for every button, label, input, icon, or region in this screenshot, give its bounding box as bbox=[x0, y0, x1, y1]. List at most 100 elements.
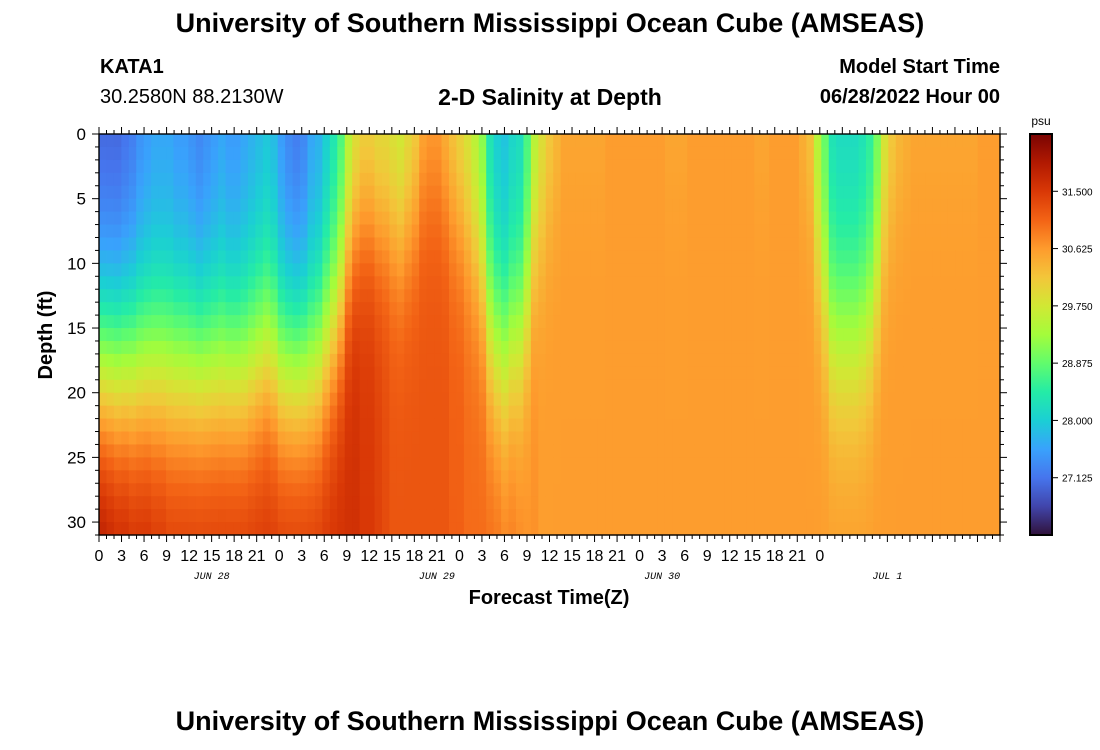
heatmap-cell bbox=[225, 172, 234, 187]
heatmap-cell bbox=[322, 172, 331, 187]
heatmap-cell bbox=[627, 263, 636, 277]
heatmap-cell bbox=[992, 328, 1001, 342]
heatmap-cell bbox=[151, 496, 160, 510]
heatmap-cell bbox=[389, 224, 398, 239]
heatmap-cell bbox=[426, 211, 435, 226]
heatmap-cell bbox=[329, 328, 338, 342]
heatmap-cell bbox=[620, 483, 629, 497]
heatmap-cell bbox=[679, 315, 688, 329]
heatmap-cell bbox=[381, 328, 391, 342]
heatmap-cell bbox=[486, 483, 495, 497]
heatmap-cell bbox=[173, 211, 182, 226]
heatmap-cell bbox=[694, 211, 703, 226]
heatmap-cell bbox=[203, 353, 212, 368]
heatmap-cell bbox=[158, 172, 167, 187]
heatmap-cell bbox=[791, 431, 800, 446]
heatmap-cell bbox=[367, 392, 376, 407]
heatmap-cell bbox=[307, 185, 316, 200]
heatmap-cell bbox=[828, 509, 837, 523]
heatmap-cell bbox=[396, 211, 405, 226]
heatmap-cell bbox=[195, 470, 204, 484]
heatmap-cell bbox=[300, 470, 309, 484]
heatmap-cell bbox=[166, 496, 175, 510]
heatmap-cell bbox=[932, 263, 942, 277]
heatmap-cell bbox=[806, 483, 815, 497]
heatmap-cell bbox=[180, 522, 189, 536]
heatmap-cell bbox=[560, 509, 569, 523]
heatmap-cell bbox=[486, 276, 495, 290]
heatmap-cell bbox=[702, 276, 711, 290]
heatmap-cell bbox=[724, 496, 733, 510]
heatmap-cell bbox=[583, 353, 592, 368]
heatmap-cell bbox=[784, 457, 793, 471]
heatmap-cell bbox=[821, 340, 830, 355]
heatmap-cell bbox=[791, 185, 800, 200]
heatmap-cell bbox=[590, 379, 599, 394]
heatmap-cell bbox=[798, 185, 807, 200]
heatmap-cell bbox=[858, 483, 867, 497]
heatmap-cell bbox=[233, 405, 242, 420]
heatmap-cell bbox=[880, 315, 889, 329]
heatmap-cell bbox=[180, 159, 189, 174]
heatmap-cell bbox=[486, 509, 495, 523]
heatmap-cell bbox=[903, 496, 912, 510]
heatmap-cell bbox=[977, 418, 986, 433]
heatmap-cell bbox=[106, 470, 115, 484]
heatmap-cell bbox=[635, 134, 644, 148]
heatmap-cell bbox=[329, 444, 338, 458]
heatmap-cell bbox=[687, 263, 696, 277]
heatmap-cell bbox=[456, 211, 465, 226]
heatmap-cell bbox=[836, 522, 845, 536]
heatmap-cell bbox=[255, 509, 264, 523]
heatmap-cell bbox=[277, 483, 286, 497]
heatmap-cell bbox=[501, 340, 510, 355]
heatmap-cell bbox=[486, 496, 495, 510]
heatmap-cell bbox=[448, 315, 458, 329]
heatmap-cell bbox=[404, 444, 413, 458]
heatmap-cell bbox=[858, 444, 867, 458]
heatmap-cell bbox=[575, 353, 584, 368]
heatmap-cell bbox=[374, 457, 383, 471]
heatmap-cell bbox=[300, 328, 309, 342]
heatmap-cell bbox=[851, 185, 860, 200]
heatmap-cell bbox=[218, 276, 227, 290]
heatmap-cell bbox=[553, 444, 562, 458]
heatmap-cell bbox=[166, 289, 175, 303]
heatmap-cell bbox=[471, 353, 480, 368]
heatmap-cell bbox=[657, 392, 666, 407]
heatmap-cell bbox=[918, 522, 927, 536]
heatmap-cell bbox=[277, 302, 286, 316]
heatmap-cell bbox=[664, 250, 673, 264]
heatmap-cell bbox=[538, 457, 547, 471]
heatmap-cell bbox=[873, 198, 882, 213]
heatmap-cell bbox=[754, 457, 763, 471]
heatmap-cell bbox=[419, 224, 428, 239]
heatmap-cell bbox=[233, 276, 242, 290]
heatmap-cell bbox=[173, 198, 182, 213]
heatmap-cell bbox=[501, 457, 510, 471]
heatmap-cell bbox=[381, 198, 391, 213]
heatmap-cell bbox=[151, 289, 160, 303]
heatmap-cell bbox=[776, 185, 785, 200]
x-tick-label: 0 bbox=[95, 548, 104, 565]
heatmap-cell bbox=[918, 509, 927, 523]
heatmap-cell bbox=[233, 392, 242, 407]
heatmap-cell bbox=[113, 198, 122, 213]
heatmap-cell bbox=[597, 392, 606, 407]
heatmap-cell bbox=[895, 340, 904, 355]
x-tick-label: 21 bbox=[608, 548, 626, 565]
heatmap-cell bbox=[255, 392, 264, 407]
heatmap-cell bbox=[136, 379, 145, 394]
heatmap-cell bbox=[411, 340, 420, 355]
heatmap-cell bbox=[702, 470, 711, 484]
heatmap-cell bbox=[233, 366, 242, 381]
heatmap-cell bbox=[381, 315, 391, 329]
heatmap-cell bbox=[419, 470, 428, 484]
heatmap-cell bbox=[597, 146, 606, 161]
heatmap-cell bbox=[538, 340, 547, 355]
heatmap-cell bbox=[396, 134, 405, 148]
heatmap-cell bbox=[806, 379, 815, 394]
heatmap-cell bbox=[106, 146, 115, 161]
heatmap-cell bbox=[515, 134, 525, 148]
heatmap-cell bbox=[575, 211, 584, 226]
